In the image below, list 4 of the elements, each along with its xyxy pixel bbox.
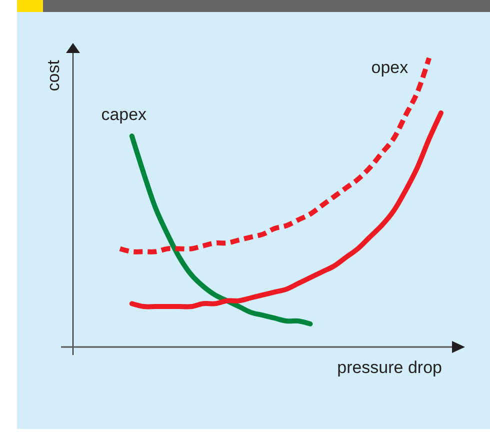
y-axis-title: cost: [44, 60, 63, 92]
x-axis-title: pressure drop: [337, 358, 442, 377]
series-label: opex: [371, 58, 409, 77]
series-label: capex: [101, 105, 148, 124]
